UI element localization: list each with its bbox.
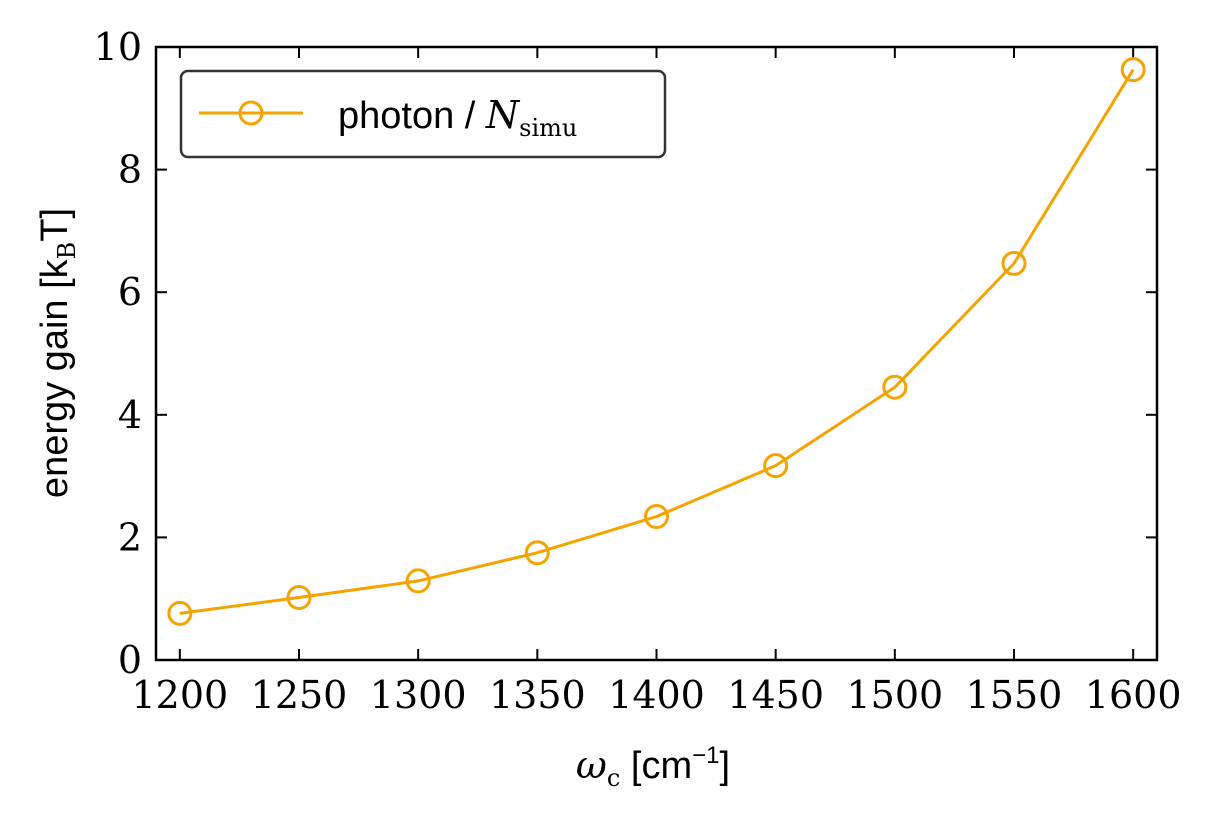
legend-label-symbol: N [485, 93, 521, 137]
data-point [644, 504, 669, 530]
x-tick-label: 1200 [131, 673, 228, 717]
x-tick-label: 1500 [846, 673, 943, 717]
y-tick-label: 2 [118, 515, 142, 559]
y-axis-label: energy gain [kBT] [34, 208, 81, 498]
y-tick-label: 0 [118, 638, 142, 682]
y-axis-ticks: 0 2 4 6 8 10 [94, 25, 1157, 682]
y-tick-label: 6 [118, 270, 142, 314]
data-point [405, 568, 431, 594]
series-line [179, 68, 1135, 615]
legend-marker-sample [238, 100, 264, 126]
y-axis-label-end: T] [34, 208, 76, 242]
x-axis-label-sup: −1 [692, 742, 719, 769]
x-tick-label: 1250 [251, 673, 348, 717]
x-axis-label: ωc [cm−1] [576, 742, 730, 792]
series-layer [167, 57, 1146, 626]
x-tick-label: 1300 [370, 673, 467, 717]
x-tick-label: 1450 [727, 673, 824, 717]
x-tick-label: 1400 [608, 673, 705, 717]
data-point [763, 453, 789, 479]
y-tick-label: 4 [118, 393, 142, 437]
x-tick-label: 1600 [1085, 673, 1182, 717]
data-point [286, 584, 312, 610]
data-point [1120, 57, 1146, 83]
legend-label-sub: simu [519, 114, 577, 142]
y-tick-label: 10 [94, 25, 142, 69]
data-point [1001, 250, 1027, 276]
y-axis-label-sub: B [53, 242, 81, 260]
x-axis-label-symbol: ω [576, 743, 607, 787]
legend-label-text: photon / [338, 95, 486, 137]
x-axis-ticks: 1200 1250 1300 1350 1400 1450 1500 1550 1600 [131, 47, 1182, 717]
x-axis-label-unit-open: [cm [620, 745, 692, 787]
legend: photon / Nsimu [179, 69, 667, 159]
legend-box [179, 69, 667, 159]
data-point [167, 600, 193, 626]
x-tick-label: 1350 [489, 673, 586, 717]
x-tick-label: 1550 [966, 673, 1063, 717]
plot-frame [154, 45, 1159, 662]
y-axis-label-text: energy gain [k [34, 258, 76, 498]
y-tick-label: 8 [118, 148, 142, 192]
legend-label: photon / Nsimu [338, 93, 577, 142]
x-axis-label-sub: c [607, 764, 620, 792]
data-point [882, 374, 908, 400]
data-point [524, 540, 550, 566]
x-axis-label-unit-close: ] [720, 745, 731, 787]
